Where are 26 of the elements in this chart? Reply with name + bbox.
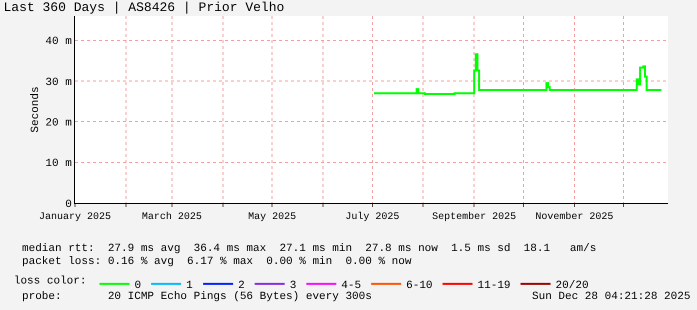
legend-label: 6-10 <box>406 280 433 292</box>
y-axis-title: Seconds <box>30 86 42 133</box>
x-tick-label: July 2025 <box>345 211 400 223</box>
legend-label: 20/20 <box>556 280 589 292</box>
legend-label: 4-5 <box>341 280 362 292</box>
chart-title: Last 360 Days | AS8426 | Prior Velho <box>3 0 284 16</box>
legend-title: loss color: <box>14 276 86 288</box>
legend-label: 2 <box>238 280 245 292</box>
text: probe: 20 ICMP Echo Pings (56 Bytes) every 300s <box>22 291 372 303</box>
legend-label: 0 <box>134 280 142 292</box>
x-tick-label: November 2025 <box>535 211 614 223</box>
x-tick-label: September 2025 <box>432 211 516 223</box>
y-tick-label: 10 m <box>45 158 72 170</box>
y-tick-label: 40 m <box>45 36 72 48</box>
legend-label: 11-19 <box>478 280 511 292</box>
y-tick-label: 0 <box>65 198 72 211</box>
text: Sun Dec 28 04:21:28 2025 <box>532 291 690 303</box>
x-tick-label: January 2025 <box>38 212 112 223</box>
x-tick-label: May 2025 <box>248 212 296 223</box>
y-tick-label: 30 m <box>45 76 72 89</box>
text: median rtt: 27.9 ms avg 36.4 ms max 27.1 ms min 27.8 ms now 1.5 ms sd 18.1 am/s <box>22 243 596 255</box>
x-tick-label: March 2025 <box>142 211 202 223</box>
legend-label: 1 <box>186 280 194 292</box>
y-tick-label: 20 m <box>45 118 72 130</box>
text: packet loss: 0.16 % avg 6.17 % max 0.00 % min 0.00 % now <box>22 256 412 268</box>
legend-label: 3 <box>290 280 296 292</box>
